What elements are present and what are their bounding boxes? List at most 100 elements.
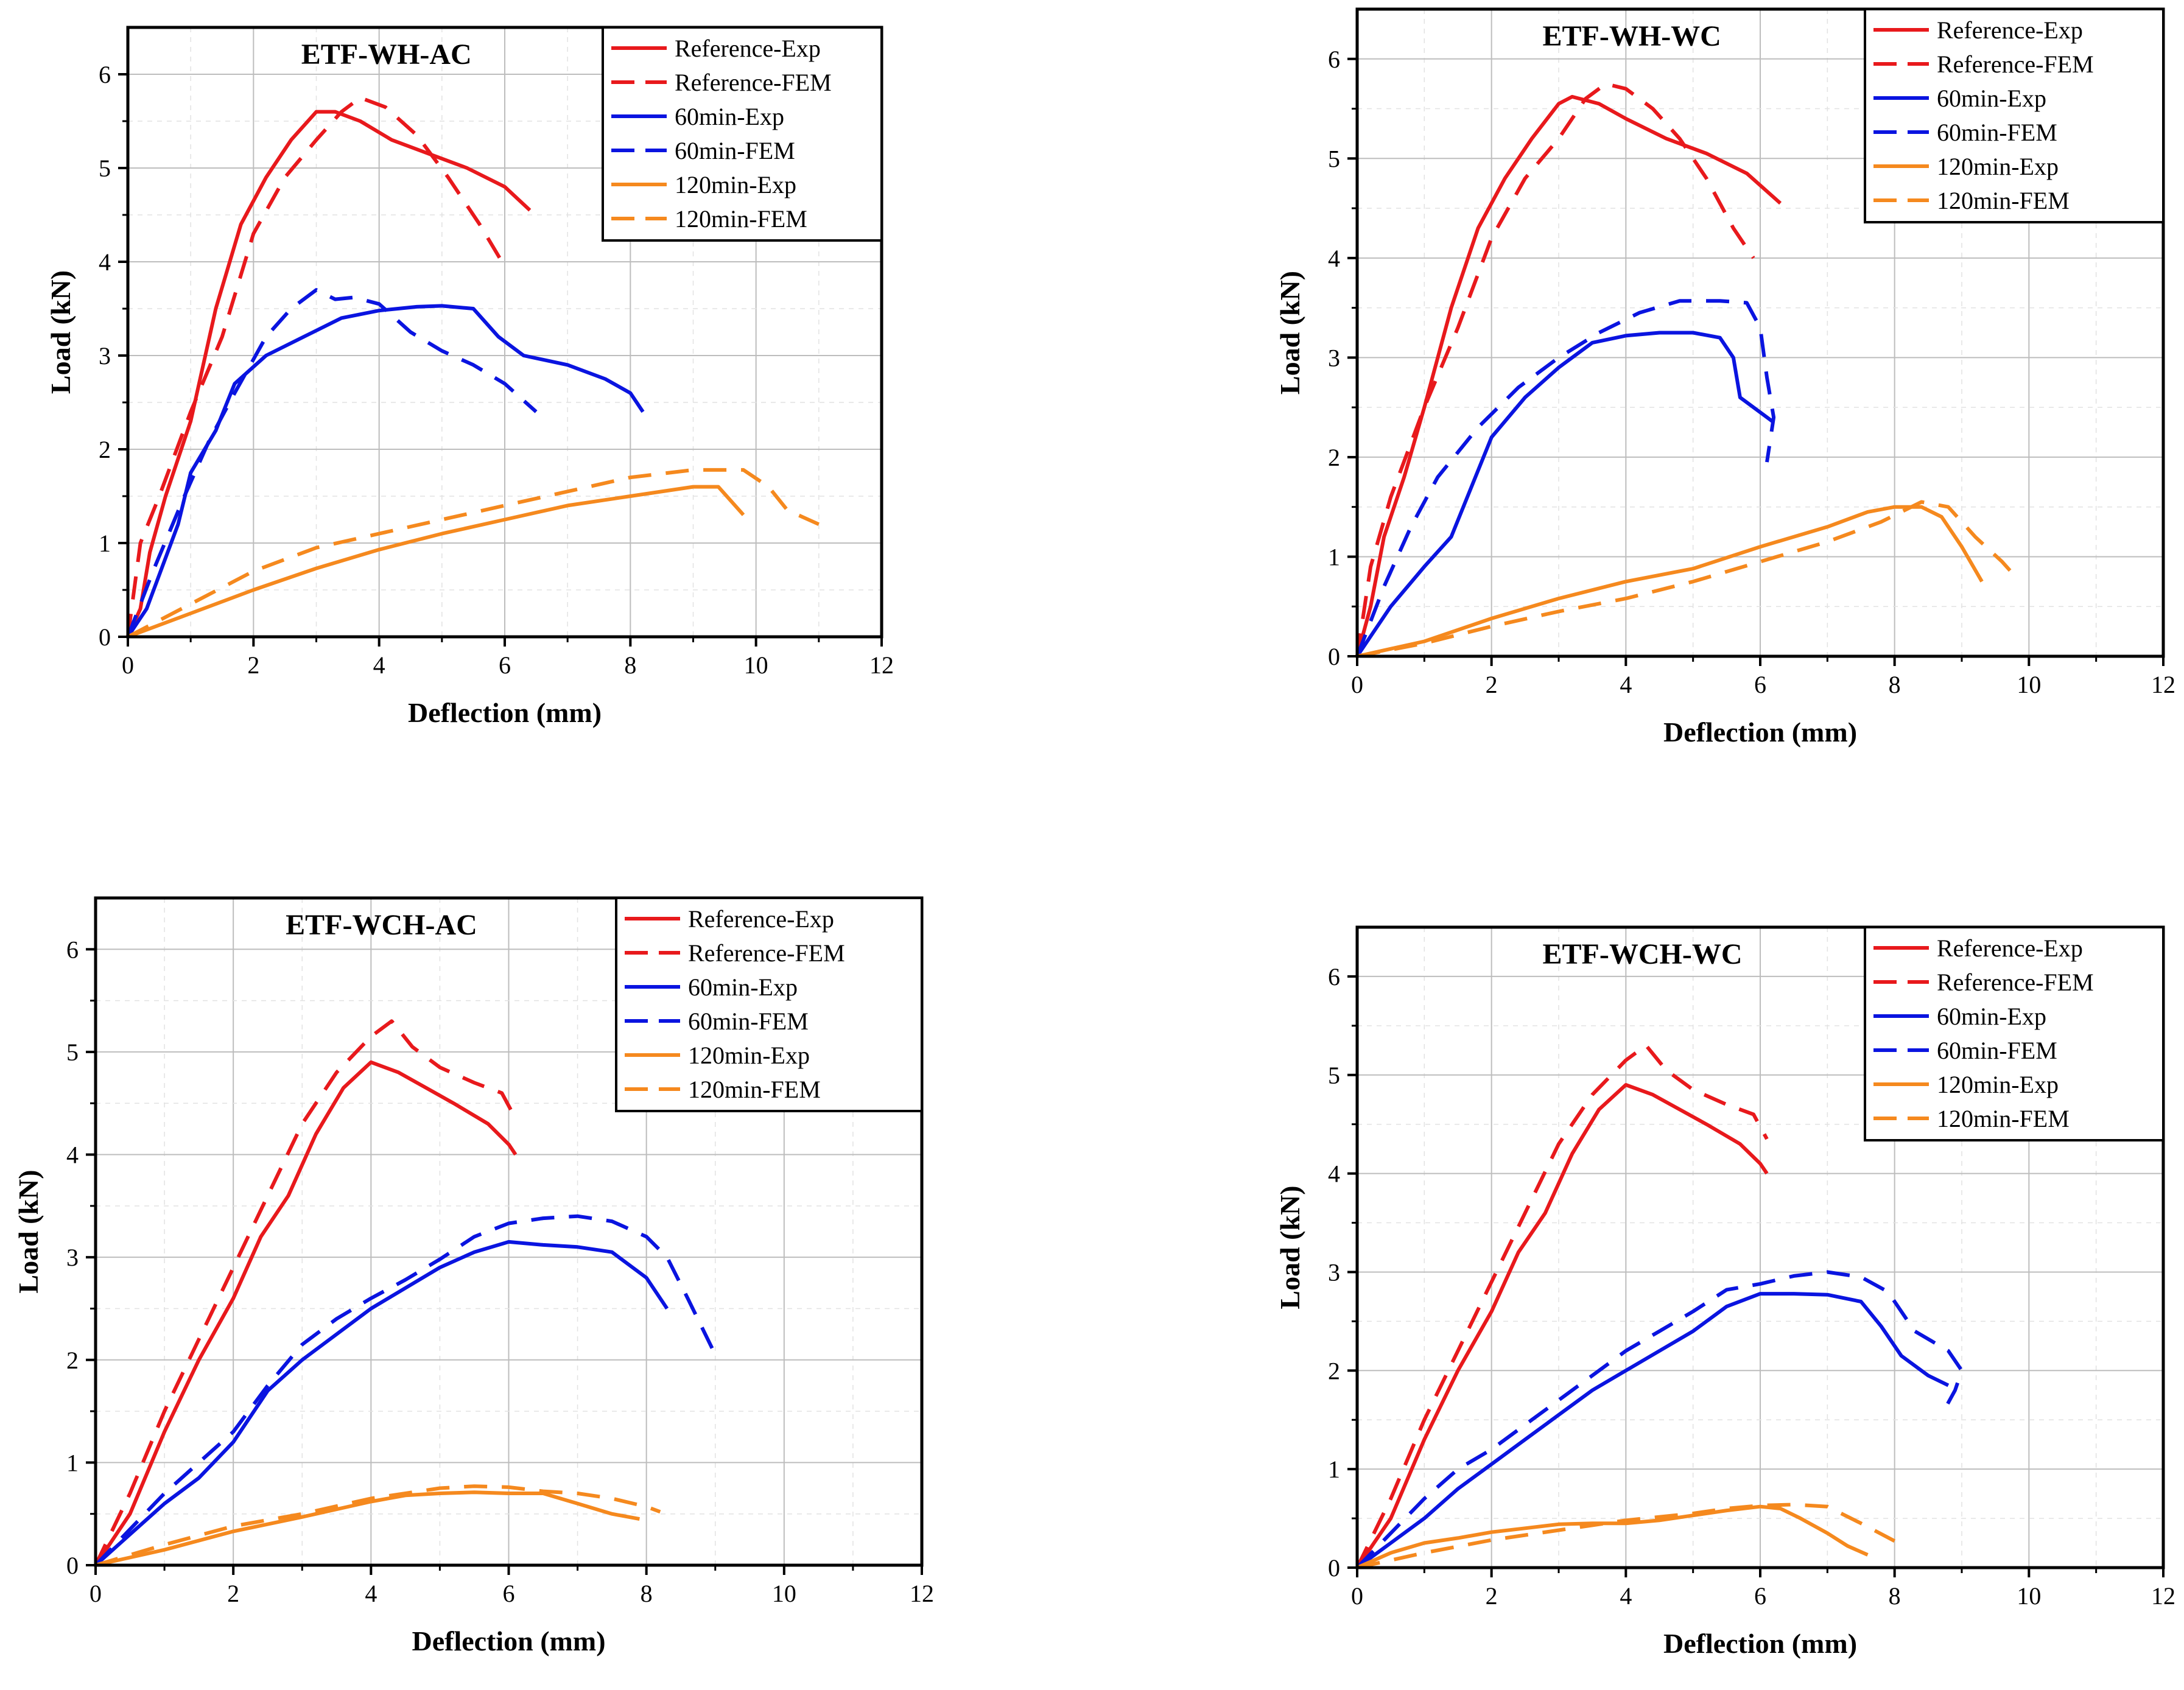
legend-label: 60min-Exp — [1937, 85, 2046, 112]
x-tick-label: 4 — [373, 651, 385, 679]
x-tick-label: 10 — [772, 1580, 796, 1607]
series-line-60min-exp — [1356, 1292, 1950, 1569]
legend-label: Reference-FEM — [675, 69, 832, 96]
y-tick-label: 2 — [66, 1347, 79, 1374]
x-tick-label: 6 — [1754, 1582, 1766, 1610]
chart-title: ETF-WCH-WC — [1543, 938, 1743, 970]
x-tick-label: 12 — [2151, 1582, 2175, 1610]
y-tick-label: 0 — [1328, 643, 1340, 670]
x-tick-label: 0 — [122, 651, 134, 679]
series-line-120min-exp — [1357, 505, 1984, 658]
series-line-reference-exp — [94, 1060, 518, 1566]
x-tick-label: 0 — [1351, 671, 1363, 698]
y-tick-label: 5 — [1328, 1062, 1340, 1089]
x-tick-label: 10 — [2017, 671, 2041, 698]
legend-label: Reference-Exp — [1937, 16, 2083, 44]
legend: Reference-Exp Reference-FEM 60min-Exp 60min… — [1864, 926, 2165, 1141]
y-tick-label: 1 — [1328, 543, 1340, 570]
y-tick-label: 4 — [1328, 1160, 1340, 1188]
x-tick-label: 10 — [744, 651, 768, 679]
y-tick-label: 6 — [99, 61, 111, 88]
legend: Reference-Exp Reference-FEM 60min-Exp 60min… — [1864, 8, 2165, 223]
y-tick-label: 5 — [99, 155, 111, 182]
x-tick-label: 2 — [1486, 671, 1498, 698]
y-tick-label: 2 — [1328, 444, 1340, 471]
legend-label: Reference-Exp — [675, 35, 821, 62]
chart-title: ETF-WH-AC — [301, 38, 472, 71]
legend-label: Reference-Exp — [1937, 934, 2083, 962]
y-tick-label: 3 — [1328, 344, 1340, 371]
y-axis-label: Load (kN) — [45, 270, 76, 394]
x-tick-label: 4 — [365, 1580, 377, 1607]
series-line-60min-fem — [1355, 1270, 1964, 1569]
series-line-reference-fem — [126, 96, 507, 637]
y-tick-label: 0 — [66, 1552, 79, 1579]
y-tick-label: 0 — [1328, 1554, 1340, 1582]
legend-label: 60min-FEM — [675, 137, 795, 164]
series-line-reference-exp — [1355, 1083, 1769, 1569]
y-tick-label: 3 — [1328, 1258, 1340, 1286]
x-tick-label: 12 — [2151, 671, 2175, 698]
x-tick-label: 0 — [90, 1580, 102, 1607]
x-axis-label: Deflection (mm) — [1663, 1628, 1857, 1659]
x-tick-label: 2 — [1486, 1582, 1498, 1610]
legend: Reference-Exp Reference-FEM 60min-Exp 60min… — [615, 897, 923, 1112]
y-tick-label: 1 — [99, 530, 111, 557]
legend-label: Reference-Exp — [688, 905, 834, 933]
series-line-60min-exp — [1355, 331, 1775, 657]
x-tick-label: 12 — [869, 651, 894, 679]
series-line-reference-fem — [94, 1019, 518, 1566]
legend-label: Reference-FEM — [1937, 969, 2094, 996]
x-tick-label: 2 — [247, 651, 259, 679]
x-tick-label: 10 — [2017, 1582, 2041, 1610]
legend: Reference-Exp Reference-FEM 60min-Exp 60min… — [602, 26, 883, 242]
legend-label: 60min-FEM — [688, 1008, 809, 1035]
x-axis-label: Deflection (mm) — [412, 1625, 605, 1657]
legend-box — [1864, 926, 2165, 1141]
series-line-120min-fem — [1357, 1502, 1896, 1569]
series-line-reference-exp — [1355, 94, 1782, 657]
y-tick-label: 6 — [1328, 46, 1340, 73]
y-tick-label: 6 — [66, 936, 79, 963]
y-tick-label: 5 — [66, 1039, 79, 1066]
x-tick-label: 4 — [1620, 1582, 1632, 1610]
legend-label: 60min-Exp — [675, 103, 784, 130]
y-tick-label: 6 — [1328, 963, 1340, 991]
x-axis-label: Deflection (mm) — [1663, 717, 1857, 748]
legend-label: 120min-FEM — [1937, 1105, 2070, 1132]
y-tick-label: 2 — [99, 436, 111, 463]
legend-box — [602, 26, 883, 242]
legend-label: 120min-Exp — [675, 171, 796, 198]
x-tick-label: 8 — [1889, 1582, 1901, 1610]
series-line-reference-fem — [1355, 1043, 1769, 1569]
x-tick-label: 4 — [1620, 671, 1632, 698]
x-tick-label: 8 — [641, 1580, 653, 1607]
x-tick-label: 8 — [624, 651, 636, 679]
y-tick-label: 2 — [1328, 1357, 1340, 1384]
series-line-60min-fem — [126, 288, 538, 638]
legend-label: 120min-Exp — [688, 1042, 810, 1069]
y-tick-label: 4 — [66, 1141, 79, 1169]
legend-label: 60min-Exp — [1937, 1003, 2046, 1030]
legend-box — [1864, 8, 2165, 223]
chart-title: ETF-WCH-AC — [286, 909, 477, 941]
x-tick-label: 8 — [1889, 671, 1901, 698]
series-line-120min-exp — [127, 485, 745, 639]
legend-label: 60min-Exp — [688, 973, 798, 1001]
x-tick-label: 6 — [499, 651, 511, 679]
series-line-60min-exp — [126, 304, 645, 638]
x-tick-label: 2 — [227, 1580, 239, 1607]
series-line-60min-fem — [94, 1214, 717, 1567]
legend-label: Reference-FEM — [688, 939, 845, 967]
series-line-reference-fem — [1355, 82, 1755, 657]
x-tick-label: 0 — [1351, 1582, 1363, 1610]
x-tick-label: 6 — [1754, 671, 1766, 698]
legend-label: 120min-FEM — [675, 205, 807, 233]
series-line-reference-exp — [126, 110, 532, 638]
y-tick-label: 0 — [99, 623, 111, 651]
